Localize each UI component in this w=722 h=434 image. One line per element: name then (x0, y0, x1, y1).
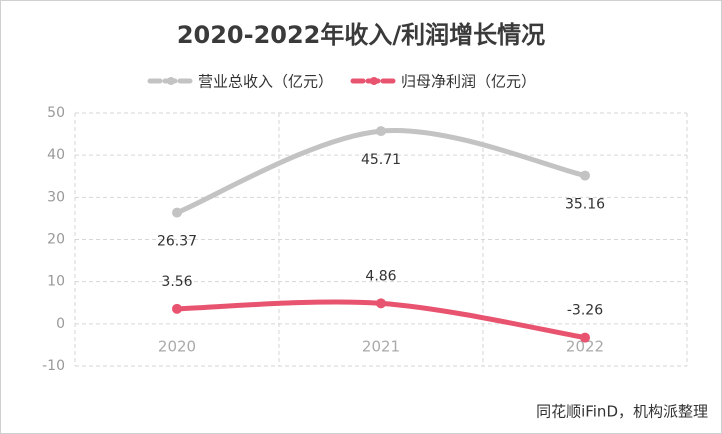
y-tick-label: 0 (56, 316, 65, 332)
x-tick-label: 2020 (158, 338, 196, 356)
legend-dot (167, 77, 175, 85)
data-label: 4.86 (365, 268, 396, 284)
x-tick-label: 2022 (566, 338, 604, 356)
point (172, 303, 182, 314)
legend-label: 营业总收入（亿元） (198, 73, 333, 91)
y-tick-label: 30 (47, 189, 65, 205)
source-note: 同花顺iFinD，机构派整理 (536, 403, 708, 421)
data-label: 26.37 (157, 234, 197, 250)
point (172, 207, 182, 218)
chart-title: 2020-2022年收入/利润增长情况 (177, 21, 545, 49)
point (376, 298, 386, 309)
x-tick-label: 2021 (362, 338, 400, 356)
y-tick-label: -10 (42, 358, 65, 374)
y-tick-label: 50 (47, 105, 65, 121)
y-tick-label: 40 (47, 147, 65, 163)
data-label: 35.16 (565, 197, 605, 213)
point (376, 126, 386, 137)
y-tick-label: 10 (47, 274, 65, 290)
point (580, 332, 590, 343)
legend-dot (370, 77, 379, 85)
y-tick-label: 20 (47, 232, 65, 248)
data-label: -3.26 (567, 303, 603, 319)
data-label: 3.56 (161, 274, 192, 290)
data-label: 45.71 (361, 152, 401, 168)
point (580, 170, 590, 181)
legend-label: 归母净利润（亿元） (401, 73, 536, 91)
